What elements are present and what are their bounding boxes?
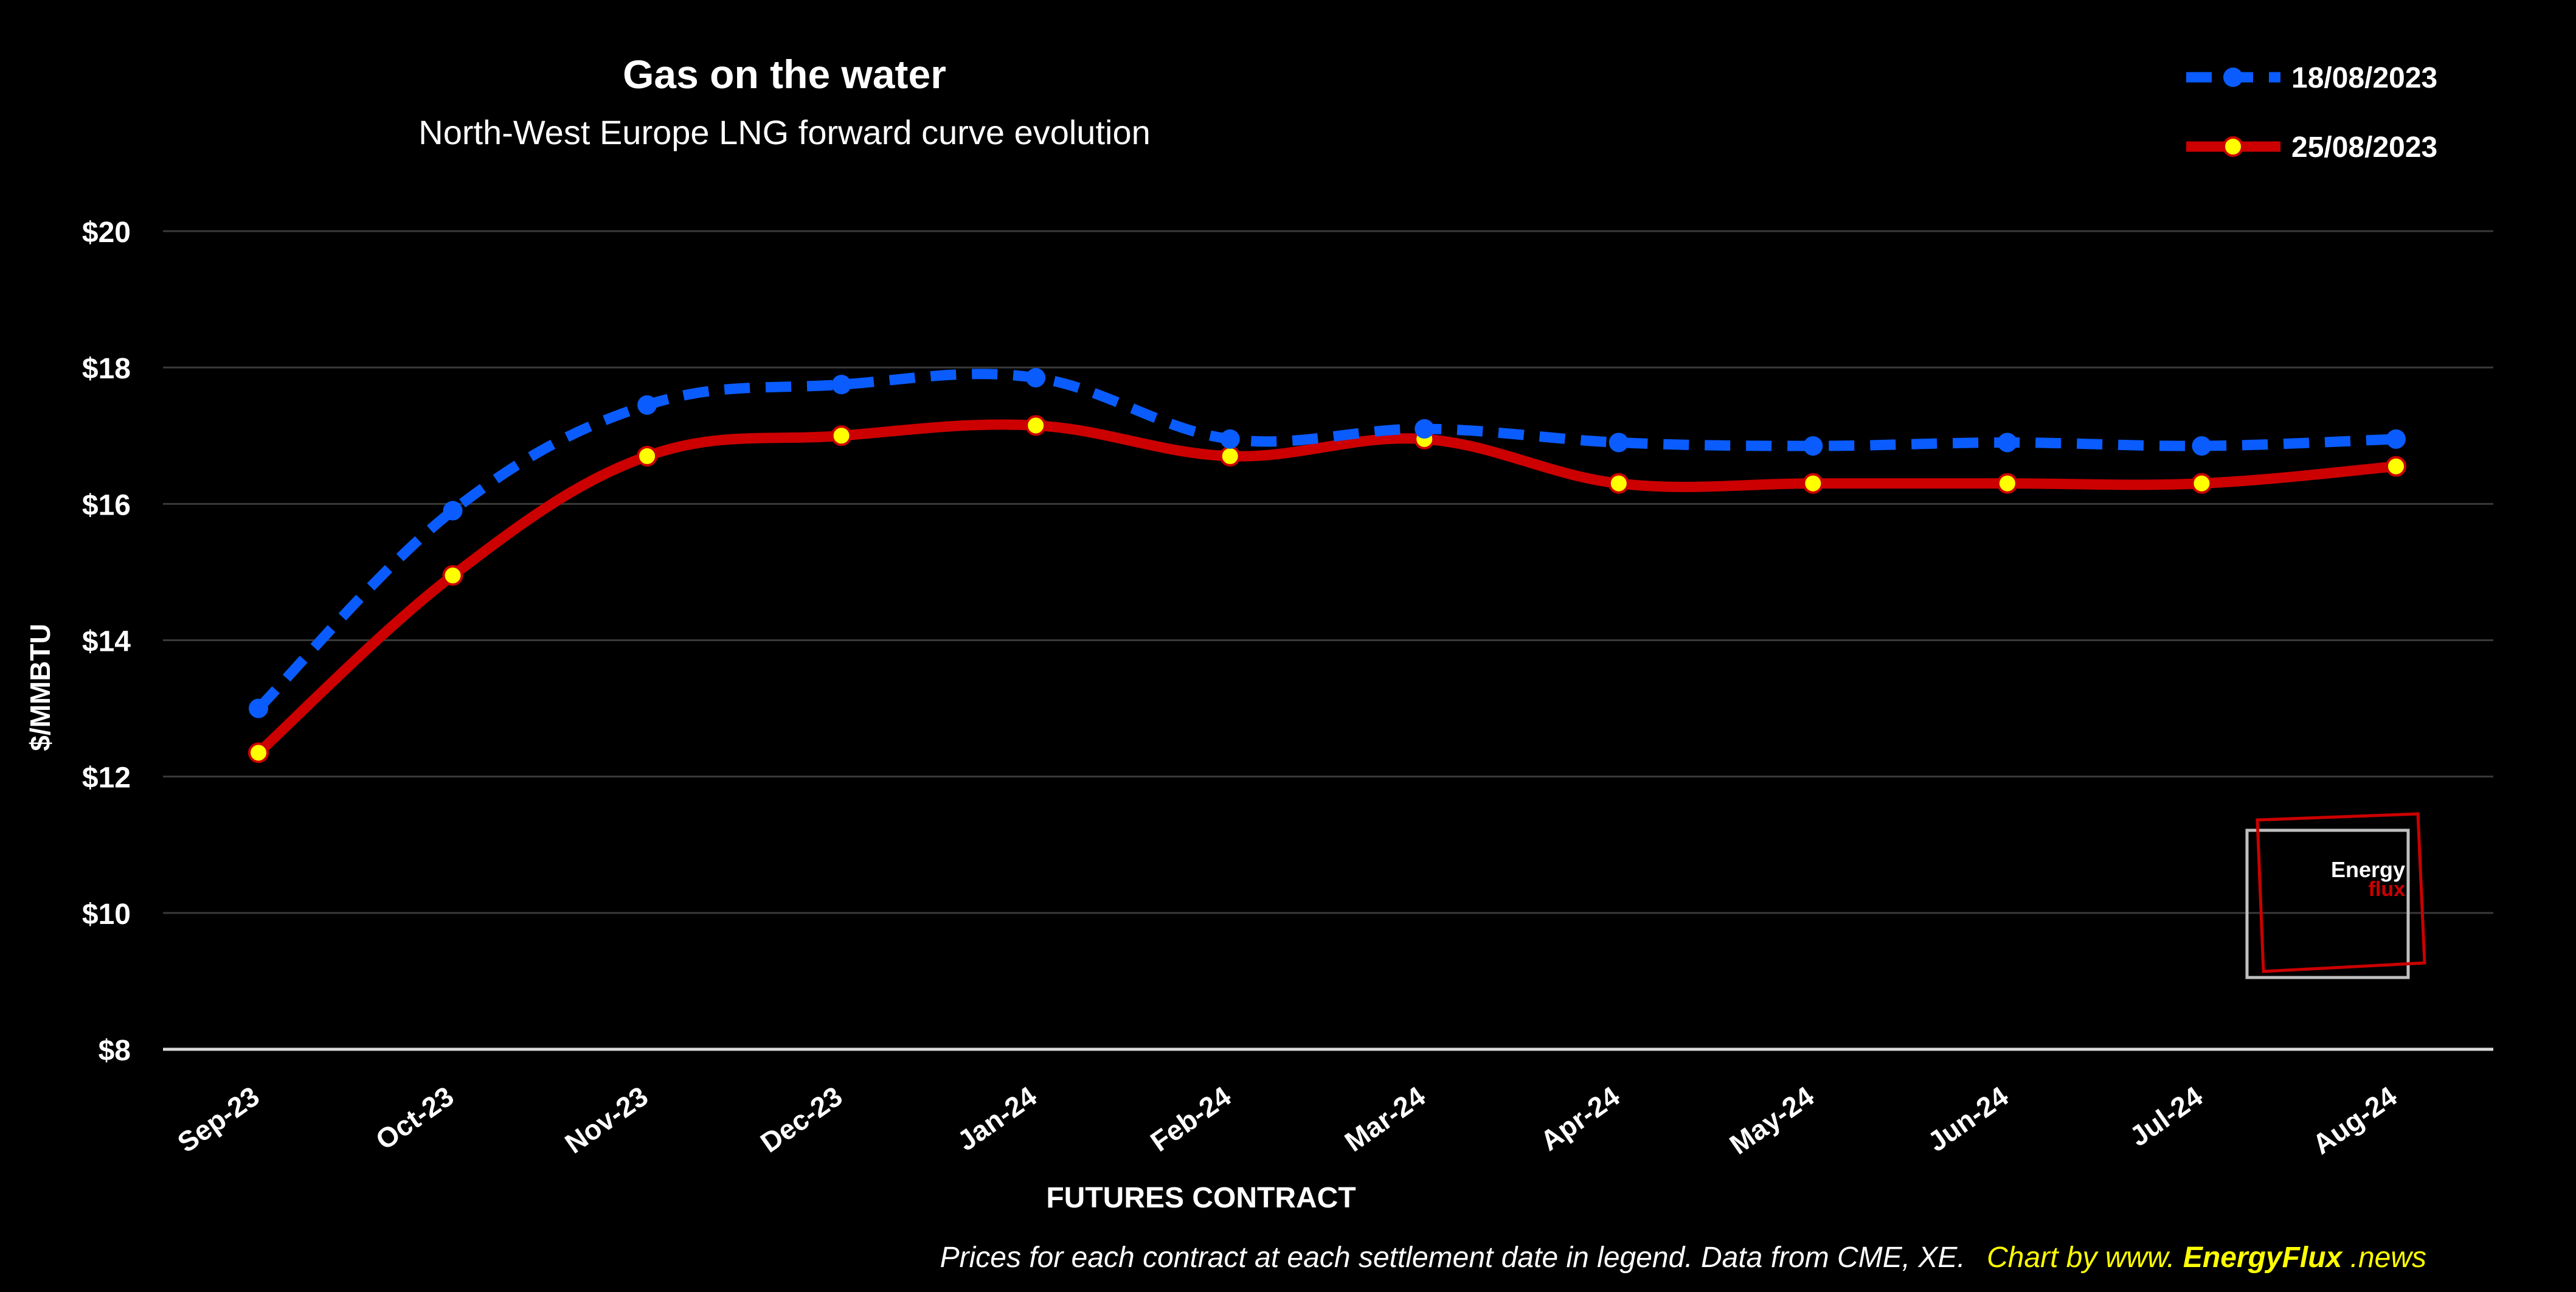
data-point-25-08-2023 (442, 565, 463, 586)
y-tick-label: $16 (82, 489, 131, 521)
footnote-credit-suffix: .news (2350, 1242, 2426, 1274)
data-point-18-08-2023 (2386, 429, 2406, 449)
chart-subtitle: North-West Europe LNG forward curve evol… (418, 113, 1150, 151)
x-axis-label: FUTURES CONTRACT (1046, 1182, 1356, 1214)
data-point-25-08-2023 (1219, 445, 1241, 467)
data-point-18-08-2023 (443, 501, 463, 521)
data-point-18-08-2023 (637, 395, 657, 415)
y-tick-label: $14 (82, 626, 131, 658)
data-point-25-08-2023 (831, 425, 852, 446)
gridlines (163, 230, 2493, 1051)
y-tick-label: $8 (99, 1035, 131, 1067)
y-axis-ticks: $8 $10 $12 $14 $16 $18 $20 (82, 217, 131, 1067)
data-point-18-08-2023 (1997, 432, 2017, 453)
y-tick-label: $12 (82, 762, 131, 794)
data-point-25-08-2023 (2386, 456, 2406, 477)
y-tick-label: $10 (82, 898, 131, 931)
legend: 18/08/2023 25/08/2023 (2186, 62, 2437, 164)
y-tick-label: $18 (82, 353, 131, 385)
legend-marker-18-08-2023 (2223, 68, 2243, 87)
logo-frame-red (2256, 812, 2426, 973)
data-point-25-08-2023 (2191, 473, 2212, 494)
data-point-25-08-2023 (1802, 473, 1824, 494)
data-point-18-08-2023 (1803, 436, 1823, 456)
logo-frame-gray (2245, 828, 2410, 979)
data-point-18-08-2023 (831, 375, 851, 395)
legend-marker-25-08-2023 (2223, 136, 2243, 157)
data-point-25-08-2023 (1996, 473, 2018, 494)
data-point-18-08-2023 (1414, 419, 1435, 439)
data-point-25-08-2023 (1608, 473, 1629, 494)
series-0 (249, 367, 2406, 718)
data-point-25-08-2023 (637, 445, 658, 467)
footnote-source: Prices for each contract at each settlem… (940, 1242, 1965, 1274)
data-point-25-08-2023 (1025, 415, 1047, 436)
legend-label-25-08-2023: 25/08/2023 (2291, 131, 2437, 164)
data-point-18-08-2023 (249, 698, 268, 718)
data-point-18-08-2023 (1608, 432, 1629, 453)
data-point-18-08-2023 (1220, 429, 1240, 449)
y-tick-label: $20 (82, 217, 131, 249)
chart-title: Gas on the water (623, 52, 946, 97)
footnote: Prices for each contract at each settlem… (940, 1242, 2426, 1274)
series-1 (248, 415, 2406, 763)
logo-text-energy: Energy (2331, 857, 2405, 882)
y-axis-label: $/MMBTU (24, 623, 56, 751)
data-point-18-08-2023 (1026, 367, 1046, 387)
footnote-credit-brand: EnergyFlux (2183, 1242, 2344, 1274)
footnote-credit-prefix: Chart by www. (1987, 1242, 2175, 1274)
series-group (248, 367, 2406, 763)
data-point-25-08-2023 (248, 742, 269, 763)
energyflux-logo: Energy flux (2245, 812, 2426, 979)
logo-text-flux: flux (2369, 878, 2406, 901)
data-point-18-08-2023 (2192, 436, 2212, 456)
legend-label-18-08-2023: 18/08/2023 (2291, 62, 2437, 94)
